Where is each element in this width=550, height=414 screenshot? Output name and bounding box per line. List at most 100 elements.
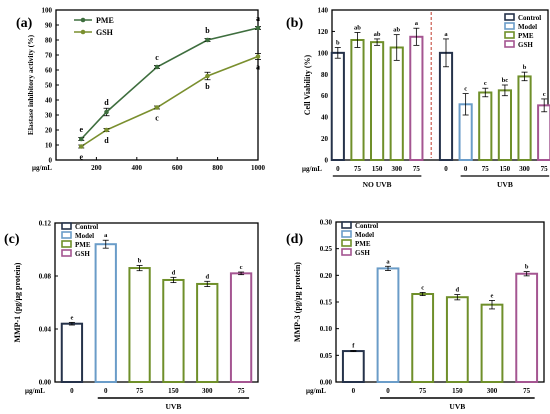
panel-b-bar-letter: ab <box>354 25 361 32</box>
panel-a-xtick-label: 400 <box>132 164 143 172</box>
panel-b-xtick-label: 0 <box>336 165 340 173</box>
panel-d-xtick-label: 75 <box>523 387 531 395</box>
panel-d-ytick-label: 0.00 <box>320 379 333 387</box>
panel-c-ytick-label: 0.12 <box>39 220 52 228</box>
panel-d-legend-label-gsh: GSH <box>355 249 370 257</box>
panel-b-bar-letter: a <box>415 20 419 27</box>
panel-d-bar-letter: b <box>525 264 529 271</box>
panel-b-condition-no-uvb: NO UVB <box>363 180 392 189</box>
panel-a-label: (a) <box>16 16 33 31</box>
panel-d-label: (d) <box>286 232 303 247</box>
panel-d-xtick-label: 300 <box>487 387 498 395</box>
panel-a-ytick-label: 10 <box>45 142 53 150</box>
panel-d-condition-uvb: UVB <box>449 402 465 411</box>
panel-b-bar <box>330 51 345 162</box>
panel-d-bar-letter: f <box>352 343 355 350</box>
panel-d-bar-letter: d <box>456 287 460 294</box>
panel-b-ylabel: Cell Viability (%) <box>303 54 312 115</box>
panel-b-bar <box>478 91 493 161</box>
panel-c-legend-swatch-gsh <box>61 249 72 257</box>
panel-a-letter-pme: d <box>104 98 109 107</box>
panel-a-ytick-label: 90 <box>45 22 53 30</box>
panel-a-xtick-label: 1000 <box>251 164 266 172</box>
panel-d-bar <box>480 303 504 383</box>
panel-a-point-gsh <box>154 105 160 110</box>
panel-c-xtick-label: 150 <box>168 387 179 395</box>
panel-b-bar <box>517 75 532 161</box>
panel-a-ytick-label: 40 <box>45 97 53 105</box>
panel-a-legend-label-pme: PME <box>96 16 114 25</box>
panel-a-ylabel: Elastase inhibitory activity (%) <box>26 34 35 135</box>
panel-b-legend-label-pme: PME <box>518 32 534 40</box>
panel-a-ytick-label: 0 <box>49 157 53 165</box>
panel-d-legend-label-model: Model <box>355 231 374 239</box>
panel-c-frame <box>54 222 259 383</box>
panel-b-legend-swatch-control <box>504 13 515 21</box>
panel-c-legend-label-gsh: GSH <box>75 250 90 258</box>
panel-d-legend-swatch-gsh <box>341 248 352 256</box>
panel-c-legend-swatch-model <box>61 231 72 239</box>
panel-d-ytick-label: 0.25 <box>320 245 333 253</box>
panel-a-letter-pme: b <box>205 26 210 35</box>
panel-a-point-pme <box>205 37 210 43</box>
panel-c-bar <box>229 272 253 384</box>
panel-b-legend-label-gsh: GSH <box>518 41 533 49</box>
panel-b-bar <box>438 51 454 162</box>
panel-b-legend-swatch-pme <box>504 31 515 39</box>
panel-d-x-unit: μg/mL <box>306 387 326 395</box>
panel-d-legend-label-control: Control <box>355 222 378 230</box>
panel-a-xtick-label: 200 <box>91 164 102 172</box>
panel-d-xtick-label: 150 <box>452 387 463 395</box>
panel-b-bar <box>350 39 365 161</box>
panel-d-bar <box>411 293 435 383</box>
panel-b-label: (b) <box>286 16 303 31</box>
panel-d-bar-letter: c <box>421 284 424 291</box>
panel-d-bar-letter: e <box>491 292 494 299</box>
panel-d-bar <box>445 296 469 384</box>
panel-c-bar-letter: e <box>70 314 73 321</box>
panel-c-bar <box>196 282 219 384</box>
panel-b-legend-swatch-gsh <box>504 40 515 48</box>
panel-b-xtick-label: 75 <box>354 165 362 173</box>
panel-b-bar-letter: bc <box>502 77 509 84</box>
panel-c-label: (c) <box>4 232 20 247</box>
panel-b-xtick-label: 75 <box>413 165 421 173</box>
panel-a-letter-gsh: b <box>205 82 210 91</box>
panel-b-bar-letter: b <box>336 40 340 47</box>
panel-c-bar <box>162 278 185 384</box>
panel-c-legend-label-pme: PME <box>75 241 91 249</box>
panel-d-ytick-label: 0.30 <box>320 219 333 227</box>
panel-b-bar <box>370 41 385 161</box>
panel-b-bar <box>389 46 404 161</box>
panel-b-bar-letter: c <box>464 86 467 93</box>
panel-a-ytick-label: 20 <box>45 127 53 135</box>
panel-c-xtick-label: 0 <box>104 387 108 395</box>
panel-b-xtick-label: 150 <box>500 165 511 173</box>
panel-c-x-unit: μg/mL <box>25 387 45 395</box>
panel-d-ytick-label: 0.20 <box>320 272 333 280</box>
panel-b-legend-swatch-model <box>504 22 515 30</box>
panel-d-xtick-label: 0 <box>352 387 356 395</box>
panel-c-bar-letter: c <box>240 264 243 271</box>
panel-a-point-pme <box>154 64 160 70</box>
panel-a-letter-pme: e <box>79 125 83 134</box>
panel-b-ytick-label: 60 <box>321 92 329 100</box>
panel-c-legend-label-control: Control <box>75 223 98 231</box>
panel-a-letter-gsh: c <box>155 114 159 123</box>
panel-a-legend-label-gsh: GSH <box>96 28 114 37</box>
panel-c-bar <box>60 322 84 384</box>
panel-b-ytick-label: 20 <box>321 135 329 143</box>
panel-c-ytick-label: 0.00 <box>39 379 52 387</box>
panel-d-ytick-label: 0.10 <box>320 325 333 333</box>
panel-b-bar-letter: ab <box>393 27 400 34</box>
panel-d-xtick-label: 0 <box>386 387 390 395</box>
panel-a-ytick-label: 80 <box>45 37 53 45</box>
panel-d-legend-swatch-control <box>341 221 352 229</box>
panel-a-point-gsh <box>255 54 261 59</box>
panel-d-bar <box>515 272 539 384</box>
panel-c-bar <box>94 243 117 383</box>
panel-a-letter-pme: c <box>155 53 159 62</box>
panel-c-ylabel: MMP-1 (pg/μg protein) <box>13 262 22 342</box>
panel-b-xtick-label: 300 <box>519 165 530 173</box>
